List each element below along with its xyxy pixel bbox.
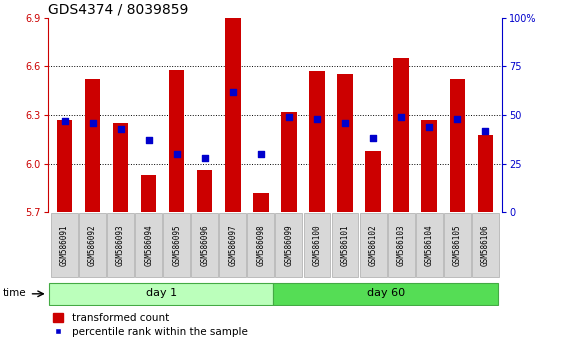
Bar — [49, 282, 274, 305]
Bar — [332, 213, 358, 277]
Text: time: time — [2, 287, 26, 298]
Bar — [281, 112, 297, 212]
Text: GSM586101: GSM586101 — [341, 224, 350, 266]
Bar — [253, 193, 269, 212]
Bar — [393, 58, 409, 212]
Text: GSM586099: GSM586099 — [284, 224, 293, 266]
Text: GSM586100: GSM586100 — [312, 224, 321, 266]
Text: GSM586104: GSM586104 — [425, 224, 434, 266]
Bar — [309, 71, 325, 212]
Bar — [169, 70, 185, 212]
Bar — [79, 213, 106, 277]
Bar — [225, 18, 241, 212]
Point — [284, 114, 293, 120]
Text: GSM586105: GSM586105 — [453, 224, 462, 266]
Bar — [113, 123, 128, 212]
Bar — [85, 79, 100, 212]
Bar — [360, 213, 387, 277]
Point — [341, 120, 350, 126]
Bar — [304, 213, 330, 277]
Bar — [275, 213, 302, 277]
Text: GDS4374 / 8039859: GDS4374 / 8039859 — [48, 2, 188, 17]
Bar — [421, 120, 437, 212]
Bar — [219, 213, 246, 277]
Bar — [57, 120, 72, 212]
Bar — [197, 170, 213, 212]
Point — [144, 137, 153, 143]
Text: GSM586103: GSM586103 — [397, 224, 406, 266]
Point — [88, 120, 97, 126]
Bar — [416, 213, 443, 277]
Bar — [477, 135, 493, 212]
Text: GSM586096: GSM586096 — [200, 224, 209, 266]
Bar — [107, 213, 134, 277]
Text: GSM586094: GSM586094 — [144, 224, 153, 266]
Text: GSM586102: GSM586102 — [369, 224, 378, 266]
Text: GSM586093: GSM586093 — [116, 224, 125, 266]
Point — [116, 126, 125, 131]
Text: GSM586098: GSM586098 — [256, 224, 265, 266]
Bar — [247, 213, 274, 277]
Point — [312, 116, 321, 122]
Text: day 60: day 60 — [367, 288, 404, 298]
Text: GSM586106: GSM586106 — [481, 224, 490, 266]
Bar — [449, 79, 465, 212]
Text: GSM586092: GSM586092 — [88, 224, 97, 266]
Bar — [274, 282, 498, 305]
Point — [453, 116, 462, 122]
Bar — [472, 213, 499, 277]
Point — [369, 136, 378, 141]
Text: GSM586095: GSM586095 — [172, 224, 181, 266]
Point — [481, 128, 490, 133]
Point — [172, 151, 181, 157]
Text: GSM586097: GSM586097 — [228, 224, 237, 266]
Point — [60, 118, 69, 124]
Bar — [388, 213, 415, 277]
Bar — [337, 74, 353, 212]
Bar — [141, 175, 157, 212]
Point — [200, 155, 209, 161]
Point — [256, 151, 265, 157]
Point — [397, 114, 406, 120]
Bar — [444, 213, 471, 277]
Bar — [51, 213, 78, 277]
Bar — [365, 151, 381, 212]
Legend: transformed count, percentile rank within the sample: transformed count, percentile rank withi… — [53, 313, 247, 337]
Point — [425, 124, 434, 130]
Text: GSM586091: GSM586091 — [60, 224, 69, 266]
Bar — [191, 213, 218, 277]
Point — [228, 89, 237, 95]
Bar — [135, 213, 162, 277]
Bar — [163, 213, 190, 277]
Text: day 1: day 1 — [146, 288, 177, 298]
